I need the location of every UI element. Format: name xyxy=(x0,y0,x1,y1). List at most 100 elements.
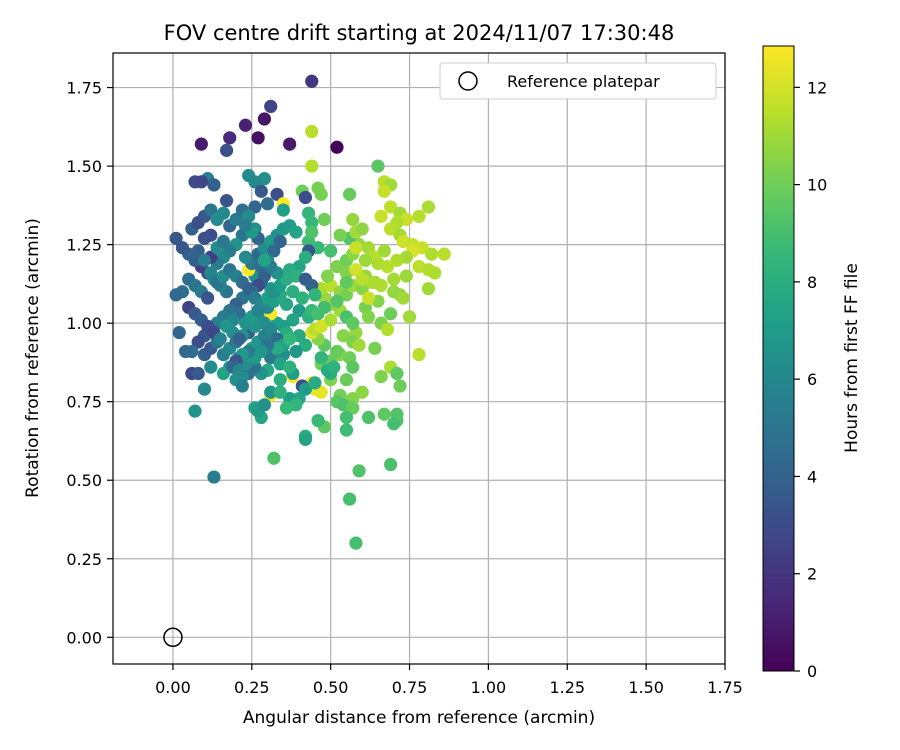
scatter-point xyxy=(289,225,303,239)
colorbar-label: Hours from first FF file xyxy=(842,263,862,453)
scatter-point xyxy=(267,244,281,258)
scatter-point xyxy=(339,423,354,437)
x-tick-label: 0.25 xyxy=(234,678,270,697)
scatter-point xyxy=(279,297,294,311)
scatter-point xyxy=(169,288,183,302)
y-tick-label: 0.25 xyxy=(66,550,102,569)
scatter-point xyxy=(264,385,278,399)
scatter-point xyxy=(327,360,341,374)
scatter-point xyxy=(286,285,300,299)
scatter-point xyxy=(339,373,354,387)
scatter-point xyxy=(324,313,338,327)
scatter-point xyxy=(229,212,243,227)
scatter-point xyxy=(377,184,391,198)
scatter-point xyxy=(308,376,322,390)
scatter-point xyxy=(216,366,231,381)
x-tick-label: 1.25 xyxy=(549,678,585,697)
scatter-point xyxy=(260,197,275,211)
scatter-point xyxy=(298,190,313,205)
scatter-point xyxy=(384,200,398,214)
scatter-point xyxy=(314,187,328,201)
scatter-point xyxy=(346,391,360,406)
colorbar-tick-label: 6 xyxy=(807,370,817,389)
scatter-point xyxy=(283,360,297,374)
scatter-point xyxy=(257,269,272,283)
scatter-point xyxy=(248,175,262,189)
scatter-point xyxy=(390,366,404,381)
scatter-point xyxy=(251,303,265,318)
scatter-point xyxy=(342,187,357,201)
scatter-point xyxy=(399,269,413,283)
legend: Reference platepar xyxy=(439,62,717,100)
scatter-point xyxy=(330,260,344,274)
chart-title: FOV centre drift starting at 2024/11/07 … xyxy=(164,21,675,45)
legend-marker xyxy=(458,71,478,91)
scatter-point xyxy=(374,369,388,384)
scatter-point xyxy=(320,269,335,283)
scatter-point xyxy=(412,347,426,362)
scatter-point xyxy=(349,536,363,550)
y-tick-label: 1.50 xyxy=(66,157,102,176)
x-axis-ticks: 0.00 0.25 0.50 0.75 1.00 1.25 1.50 1.75 xyxy=(155,664,743,697)
scatter-point xyxy=(421,282,436,296)
scatter-point xyxy=(361,410,376,425)
scatter-point xyxy=(204,266,218,280)
scatter-point xyxy=(197,231,212,245)
scatter-point xyxy=(305,74,319,88)
scatter-point xyxy=(330,140,344,154)
scatter-point xyxy=(311,413,325,428)
scatter-point xyxy=(270,187,284,201)
scatter-point xyxy=(257,398,272,412)
y-tick-label: 1.75 xyxy=(66,79,102,98)
scatter-point xyxy=(298,382,313,396)
scatter-point xyxy=(286,313,300,327)
scatter-point xyxy=(175,241,190,255)
y-tick-label: 0.75 xyxy=(66,393,102,412)
scatter-point xyxy=(428,266,442,280)
scatter-point xyxy=(207,470,221,484)
scatter-point xyxy=(317,212,331,227)
scatter-point xyxy=(349,263,363,277)
x-axis-label: Angular distance from reference (arcmin) xyxy=(243,708,595,728)
colorbar-ticks: 0 2 4 6 8 10 12 xyxy=(794,78,827,681)
scatter-point xyxy=(204,203,218,217)
scatter-point xyxy=(371,256,385,271)
scatter-point xyxy=(232,332,246,346)
scatter-point xyxy=(355,222,369,236)
scatter-point xyxy=(305,225,319,239)
scatter-point xyxy=(298,338,313,352)
scatter-point xyxy=(384,222,398,236)
scatter-point xyxy=(194,175,208,189)
scatter-point xyxy=(339,410,354,425)
scatter-point xyxy=(384,457,398,472)
scatter-point xyxy=(194,137,208,151)
scatter-point xyxy=(257,112,272,126)
y-axis-label: Rotation from reference (arcmin) xyxy=(23,218,43,498)
scatter-point xyxy=(204,360,218,374)
scatter-point xyxy=(216,234,231,249)
colorbar-tick-label: 0 xyxy=(807,662,817,681)
scatter-point xyxy=(336,329,350,343)
scatter-point xyxy=(361,291,376,305)
scatter-point xyxy=(437,247,451,261)
scatter-point xyxy=(219,194,234,208)
scatter-point xyxy=(254,184,268,198)
legend-box xyxy=(439,62,717,100)
scatter-point xyxy=(324,244,338,258)
scatter-point xyxy=(352,338,366,352)
scatter-point xyxy=(330,344,344,359)
x-tick-label: 0.00 xyxy=(155,678,191,697)
legend-label: Reference platepar xyxy=(507,72,660,91)
scatter-point xyxy=(355,385,369,399)
reference-point xyxy=(163,627,183,648)
colorbar-tick-label: 2 xyxy=(807,565,817,584)
scatter-point xyxy=(349,241,363,255)
scatter-point xyxy=(339,275,354,289)
scatter-point xyxy=(191,366,205,381)
colorbar-tick-label: 12 xyxy=(807,78,827,97)
scatter-point xyxy=(305,159,319,173)
scatter-point xyxy=(352,464,366,478)
scatter-point xyxy=(197,382,212,396)
x-tick-label: 0.50 xyxy=(313,678,349,697)
